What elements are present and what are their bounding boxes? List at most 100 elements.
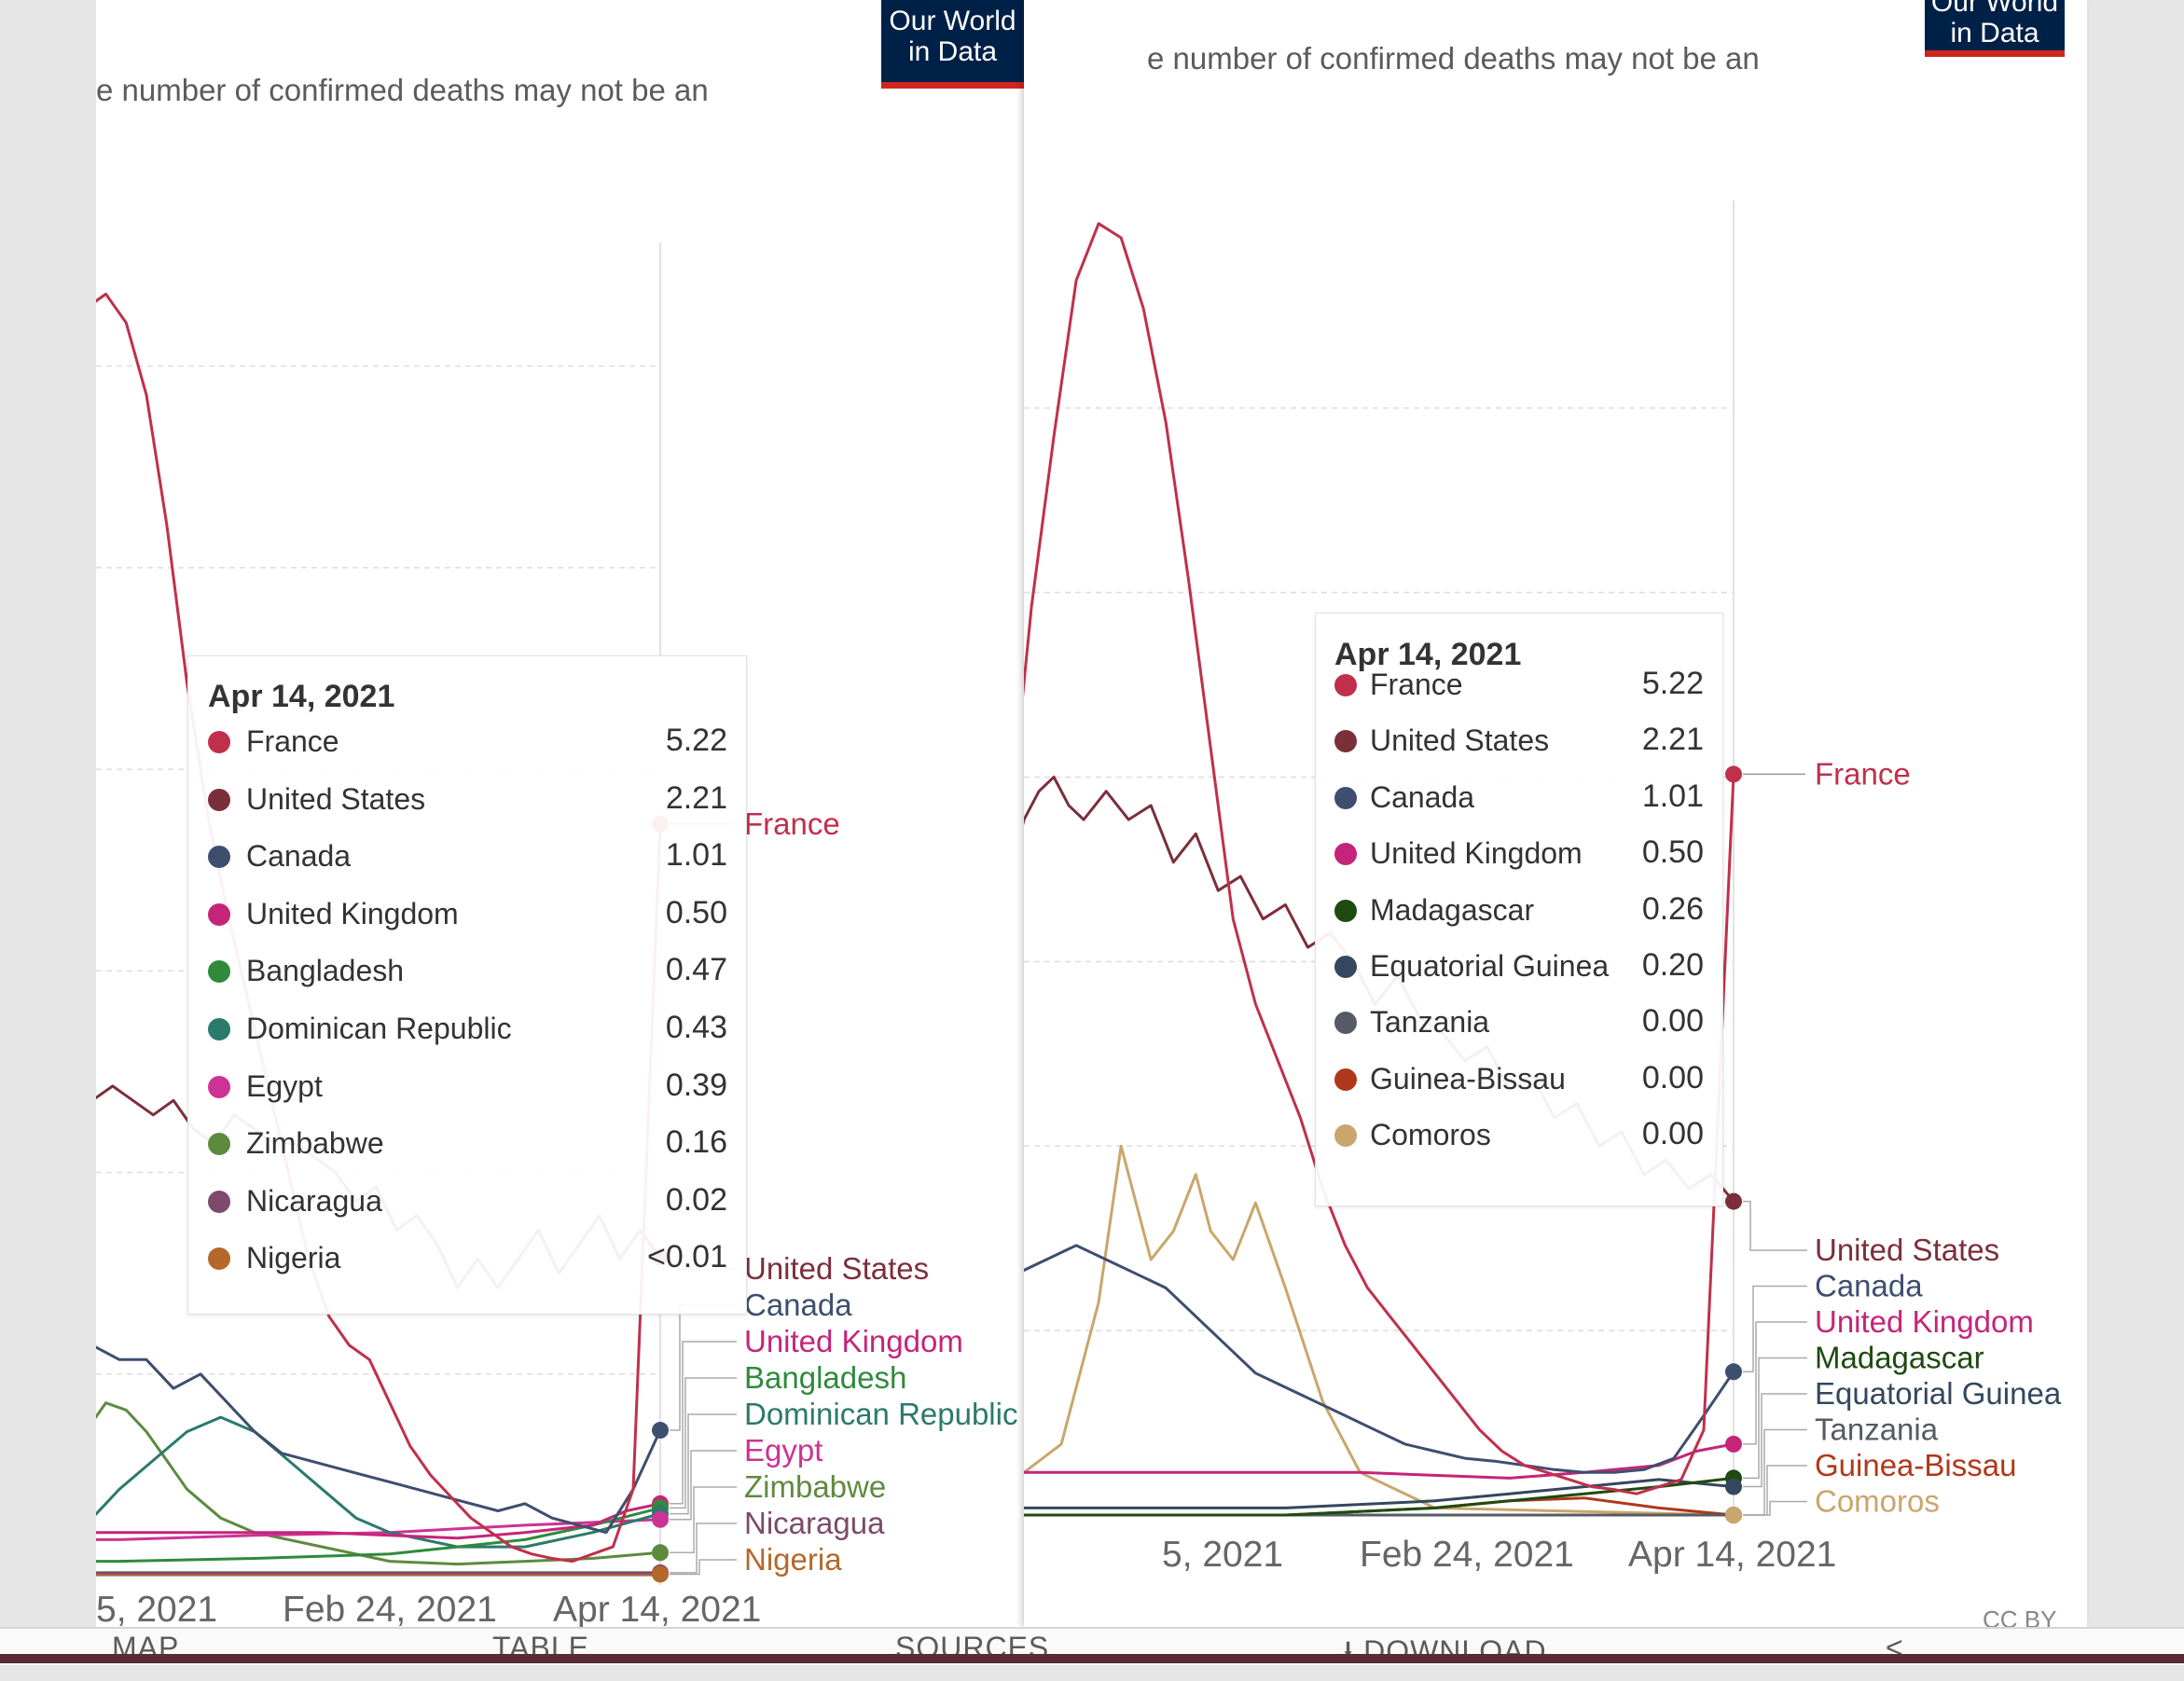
tooltip-value: 0.00 <box>1641 1116 1704 1152</box>
logo-line2: in Data <box>907 36 998 67</box>
bottom-strip <box>0 1654 2184 1663</box>
owid-logo[interactable]: Our World in Data <box>881 0 1024 89</box>
end-dot-canada[interactable] <box>652 1422 669 1440</box>
logo-line1: Our World <box>889 6 1016 36</box>
series-label-united-kingdom[interactable]: United Kingdom <box>1815 1304 2034 1339</box>
series-label-comoros[interactable]: Comoros <box>1815 1484 1940 1519</box>
end-dot-egypt[interactable] <box>652 1510 669 1528</box>
tooltip-row-canada: Canada 1.01 <box>1316 769 1722 826</box>
series-line-comoros[interactable] <box>1024 1144 1735 1517</box>
tooltip-value: 2.21 <box>665 779 727 816</box>
chart-tooltip: Apr 14, 2021 France 5.22 United States 2.21… <box>187 655 747 1315</box>
label-connector <box>1743 1200 1807 1251</box>
legend-dot <box>208 1018 230 1040</box>
series-label-canada[interactable]: Canada <box>1815 1269 1923 1303</box>
series-line-dominican-republic[interactable] <box>96 1415 661 1568</box>
x-tick-mid: Feb 24, 2021 <box>283 1590 497 1630</box>
label-connector <box>1743 1465 1807 1516</box>
tooltip-country: France <box>246 724 339 758</box>
series-label-nicaragua[interactable]: Nicaragua <box>744 1506 885 1540</box>
tooltip-value: 0.20 <box>1641 947 1704 983</box>
tooltip-row-zimbabwe: Zimbabwe 0.16 <box>188 1115 746 1172</box>
series-label-equatorial-guinea[interactable]: Equatorial Guinea <box>1815 1376 2062 1411</box>
tooltip-value: 0.43 <box>665 1010 727 1045</box>
series-label-guinea-bissau[interactable]: Guinea-Bissau <box>1815 1448 2016 1482</box>
series-line-canada[interactable] <box>1024 1244 1735 1474</box>
tooltip-country: United Kingdom <box>1370 836 1583 871</box>
label-connector <box>670 1486 737 1554</box>
end-dot-france[interactable] <box>1725 765 1742 783</box>
legend-dot <box>1334 899 1357 922</box>
series-line-united-kingdom[interactable] <box>1024 1442 1735 1480</box>
end-dot-comoros[interactable] <box>1725 1507 1742 1523</box>
series-line-united-kingdom[interactable] <box>96 1502 661 1540</box>
tooltip-row-tanzania: Tanzania 0.00 <box>1316 994 1722 1051</box>
series-line-equatorial-guinea[interactable] <box>1024 1478 1735 1509</box>
series-label-united-states[interactable]: United States <box>1815 1233 1999 1267</box>
legend-dot <box>208 960 230 984</box>
end-dot-united-kingdom[interactable] <box>1725 1435 1742 1453</box>
series-label-nigeria[interactable]: Nigeria <box>744 1542 842 1577</box>
logo-line2: in Data <box>1950 18 2039 48</box>
legend-dot <box>1334 674 1357 696</box>
tooltip-country: Nicaragua <box>246 1183 382 1218</box>
tooltip-row-bangladesh: Bangladesh 0.47 <box>188 943 746 999</box>
logo-line1: Our World <box>1930 0 2059 18</box>
series-label-tanzania[interactable]: Tanzania <box>1815 1412 1939 1447</box>
tooltip-row-canada: Canada 1.01 <box>188 828 746 885</box>
download-icon: ⭳ <box>1343 1634 1355 1668</box>
label-connector <box>670 1523 737 1574</box>
tooltip-country: Canada <box>1370 779 1475 814</box>
end-dot-equatorial-guinea[interactable] <box>1725 1478 1742 1495</box>
tooltip-country: United States <box>1370 723 1550 758</box>
legend-dot <box>1334 786 1357 809</box>
series-line-egypt[interactable] <box>96 1518 661 1541</box>
tooltip-row-france: France 5.22 <box>188 713 746 770</box>
tooltip-value: 0.50 <box>1641 834 1704 871</box>
end-dot-canada[interactable] <box>1725 1363 1742 1381</box>
series-label-canada[interactable]: Canada <box>744 1288 852 1322</box>
legend-dot <box>208 1190 230 1213</box>
series-label-bangladesh[interactable]: Bangladesh <box>744 1360 906 1395</box>
legend-dot <box>1334 1124 1357 1148</box>
label-connector <box>1743 1428 1807 1516</box>
right-chart-panel: France United States Canada United Kingdom M… <box>1024 0 2087 1627</box>
x-tick-end: Apr 14, 2021 <box>553 1590 762 1630</box>
tooltip-value: 5.22 <box>665 723 727 758</box>
label-connector <box>1743 1285 1807 1373</box>
legend-dot <box>208 788 230 811</box>
tooltip-row-dominican-republic: Dominican Republic 0.43 <box>188 1000 746 1057</box>
series-label-france[interactable]: France <box>1815 756 1911 791</box>
series-label-france[interactable]: France <box>744 806 840 841</box>
tooltip-value: 0.00 <box>1641 1059 1704 1095</box>
legend-dot <box>1334 1068 1357 1091</box>
legend-dot <box>208 846 230 869</box>
series-label-united-kingdom[interactable]: United Kingdom <box>744 1324 963 1358</box>
tooltip-value: 1.01 <box>1641 778 1704 814</box>
tooltip-value: 0.39 <box>665 1067 727 1103</box>
series-label-united-states[interactable]: United States <box>744 1251 929 1286</box>
owid-logo[interactable]: Our World in Data <box>1925 0 2065 57</box>
series-line-zimbabwe[interactable] <box>96 1401 661 1566</box>
label-connector <box>670 1559 737 1576</box>
tooltip-value: 5.22 <box>1641 666 1704 701</box>
series-label-madagascar[interactable]: Madagascar <box>1815 1341 1984 1375</box>
tooltip-row-nigeria: Nigeria <0.01 <box>188 1230 746 1287</box>
license-link[interactable]: CC BY <box>1983 1605 2057 1627</box>
series-label-zimbabwe[interactable]: Zimbabwe <box>744 1469 886 1504</box>
label-connector <box>670 1413 737 1515</box>
tooltip-value: 2.21 <box>1641 722 1704 758</box>
tooltip-country: Equatorial Guinea <box>1370 949 1610 983</box>
series-line-france[interactable] <box>1024 222 1735 1495</box>
series-label-egypt[interactable]: Egypt <box>744 1433 822 1467</box>
series-label-dominican-republic[interactable]: Dominican Republic <box>744 1397 1017 1431</box>
tooltip-value: 0.26 <box>1641 890 1704 927</box>
end-dot-nigeria[interactable] <box>652 1565 669 1583</box>
series-line-canada[interactable] <box>96 1345 662 1535</box>
x-tick-mid: Feb 24, 2021 <box>1360 1535 1574 1575</box>
end-dot-united-states[interactable] <box>1725 1192 1742 1210</box>
end-dot-zimbabwe[interactable] <box>652 1544 669 1562</box>
legend-dot <box>208 1133 230 1156</box>
tooltip-country: Madagascar <box>1370 892 1535 927</box>
tooltip-country: United Kingdom <box>246 896 459 930</box>
